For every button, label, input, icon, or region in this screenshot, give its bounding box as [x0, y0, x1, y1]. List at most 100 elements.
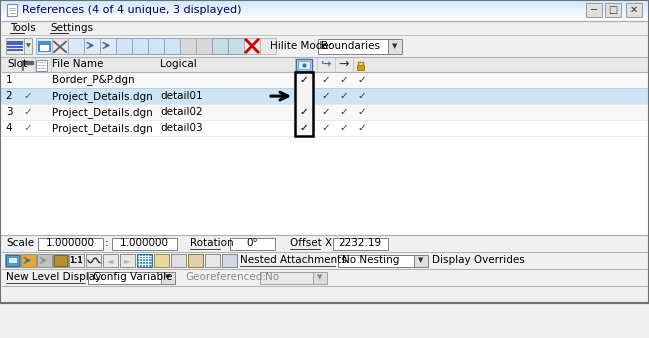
- Bar: [161, 272, 175, 284]
- Text: 2232.19: 2232.19: [338, 238, 382, 248]
- Bar: [36, 59, 47, 71]
- Text: Boundaries: Boundaries: [321, 41, 380, 51]
- Bar: [0, 7, 649, 8]
- Bar: [298, 61, 310, 69]
- Bar: [0, 21, 649, 35]
- Bar: [205, 254, 220, 267]
- Bar: [0, 10, 649, 11]
- Text: Border_P&P.dgn: Border_P&P.dgn: [52, 75, 134, 86]
- Text: ✓: ✓: [358, 107, 367, 117]
- Bar: [86, 254, 101, 267]
- Bar: [116, 38, 132, 54]
- Text: ✓: ✓: [339, 91, 349, 101]
- Bar: [356, 59, 365, 70]
- Bar: [222, 254, 237, 267]
- Text: →: →: [339, 58, 349, 71]
- Text: References (4 of 4 unique, 3 displayed): References (4 of 4 unique, 3 displayed): [22, 5, 241, 16]
- Text: ✕: ✕: [630, 5, 638, 15]
- Bar: [38, 41, 50, 51]
- Bar: [222, 254, 237, 267]
- Text: ▼: ▼: [317, 274, 323, 281]
- Bar: [244, 38, 260, 54]
- Text: New Level Display:: New Level Display:: [6, 272, 104, 282]
- Text: Slot: Slot: [7, 59, 27, 69]
- Text: Offset X: Offset X: [290, 238, 332, 248]
- Text: Nested Attachments:: Nested Attachments:: [240, 255, 350, 265]
- Bar: [0, 235, 649, 252]
- Bar: [188, 254, 203, 267]
- Text: ✓: ✓: [339, 123, 349, 133]
- Text: ✓: ✓: [322, 107, 330, 117]
- Bar: [313, 272, 327, 284]
- Bar: [69, 254, 84, 267]
- Bar: [7, 4, 17, 16]
- Bar: [0, 18, 649, 19]
- Text: ►: ►: [124, 256, 130, 265]
- Text: Logical: Logical: [160, 59, 197, 69]
- Bar: [0, 4, 649, 5]
- Text: ✓: ✓: [339, 107, 349, 117]
- Text: File Name: File Name: [52, 59, 103, 69]
- Text: No Nesting: No Nesting: [342, 255, 399, 265]
- Bar: [180, 38, 196, 54]
- Text: 1.000000: 1.000000: [119, 238, 169, 248]
- Bar: [0, 5, 649, 6]
- Text: □: □: [608, 5, 618, 15]
- Bar: [357, 65, 364, 70]
- Text: ✓: ✓: [23, 107, 32, 117]
- Bar: [112, 238, 177, 250]
- Bar: [88, 272, 163, 284]
- Bar: [318, 39, 388, 54]
- Bar: [244, 38, 260, 54]
- Text: ▼: ▼: [419, 257, 424, 263]
- Bar: [0, 57, 649, 72]
- Text: ✓: ✓: [23, 91, 32, 101]
- Bar: [0, 35, 649, 57]
- Text: ✓: ✓: [300, 75, 308, 85]
- Bar: [230, 238, 275, 250]
- Text: Project_Details.dgn: Project_Details.dgn: [52, 91, 153, 101]
- Bar: [84, 38, 100, 54]
- Text: Config Variable: Config Variable: [93, 272, 173, 282]
- Bar: [103, 254, 118, 267]
- Bar: [171, 254, 186, 267]
- Bar: [586, 3, 602, 17]
- Bar: [0, 14, 649, 15]
- Bar: [295, 72, 313, 136]
- Text: ◄: ◄: [106, 256, 113, 265]
- Bar: [0, 2, 649, 3]
- Text: ✓: ✓: [300, 123, 308, 133]
- Bar: [0, 72, 649, 136]
- Bar: [0, 13, 649, 14]
- Bar: [333, 238, 388, 250]
- Bar: [0, 57, 649, 235]
- Bar: [5, 254, 20, 267]
- Text: detail01: detail01: [160, 91, 202, 101]
- Text: ▼: ▼: [392, 43, 398, 49]
- Text: Rotation: Rotation: [190, 238, 234, 248]
- Text: ▼: ▼: [25, 43, 31, 48]
- Bar: [0, 15, 649, 16]
- Text: 1:1: 1:1: [69, 256, 83, 265]
- Bar: [53, 254, 68, 267]
- Bar: [0, 269, 649, 286]
- Bar: [212, 38, 228, 54]
- Bar: [52, 38, 68, 54]
- Bar: [68, 38, 84, 54]
- Bar: [338, 255, 416, 267]
- Bar: [228, 38, 244, 54]
- Bar: [414, 255, 428, 267]
- Bar: [171, 254, 186, 267]
- Text: ✓: ✓: [322, 123, 330, 133]
- Bar: [36, 38, 52, 54]
- Bar: [68, 38, 84, 54]
- Bar: [188, 254, 203, 267]
- Text: ✓: ✓: [322, 75, 330, 85]
- Text: ✓: ✓: [339, 75, 349, 85]
- Bar: [0, 88, 649, 104]
- Bar: [120, 254, 135, 267]
- Bar: [0, 11, 649, 12]
- Polygon shape: [23, 61, 33, 64]
- Bar: [260, 272, 315, 284]
- Bar: [605, 3, 621, 17]
